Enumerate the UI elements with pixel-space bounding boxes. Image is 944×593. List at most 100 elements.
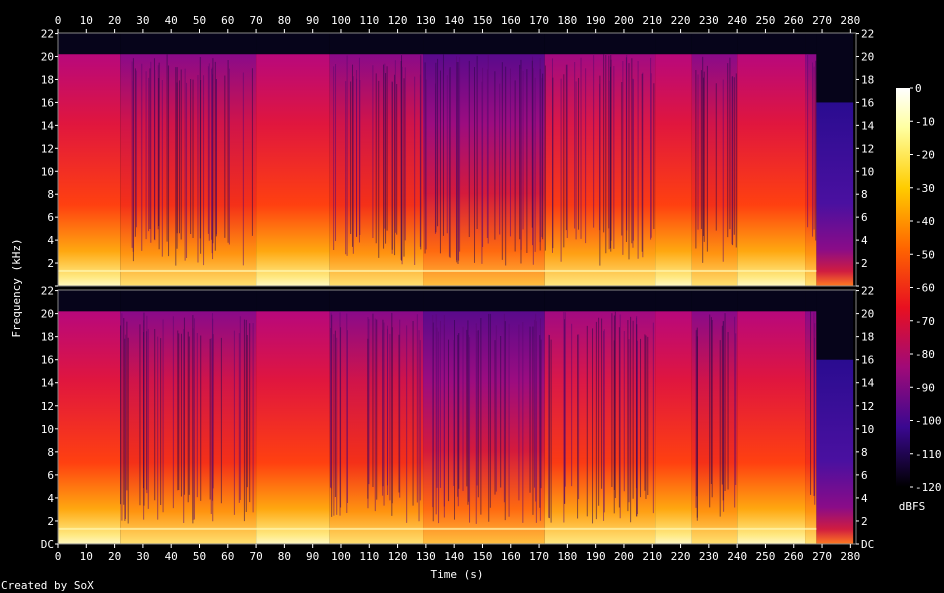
bass-line xyxy=(58,527,817,530)
y-tick-label-right: 16 xyxy=(861,354,874,367)
colorbar-tick-label: -40 xyxy=(915,215,935,228)
segment-rolloff xyxy=(655,290,692,312)
y-tick-label: 16 xyxy=(41,354,54,367)
x-tick-label: 80 xyxy=(278,550,291,563)
y-tick-label-right: 18 xyxy=(861,73,874,86)
segment-rolloff xyxy=(256,290,330,312)
segment-band xyxy=(655,311,692,544)
x-tick-label-top: 90 xyxy=(306,14,319,27)
y-tick-label: 6 xyxy=(47,469,54,482)
y-tick-label: 6 xyxy=(47,211,54,224)
y-tick-label-right: 14 xyxy=(861,377,875,390)
segment-rolloff xyxy=(805,33,817,55)
colorbar-tick-label: -120 xyxy=(915,481,942,494)
x-tick-label: 10 xyxy=(80,550,93,563)
x-tick-label: 170 xyxy=(529,550,549,563)
x-tick-label-top: 20 xyxy=(108,14,121,27)
segment-band xyxy=(423,311,545,544)
x-tick-label: 210 xyxy=(642,550,662,563)
y-tick-label-right: 12 xyxy=(861,400,874,413)
y-tick-label-right: 22 xyxy=(861,285,874,298)
x-tick-label: 120 xyxy=(388,550,408,563)
x-tick-label-top: 120 xyxy=(388,14,408,27)
segment-band xyxy=(120,54,257,286)
y-tick-label: 22 xyxy=(41,28,54,41)
segment-rolloff xyxy=(256,33,330,55)
y-tick-label-right: 14 xyxy=(861,119,875,132)
colorbar-tick-label: -10 xyxy=(915,115,935,128)
segment-rolloff xyxy=(423,290,545,312)
x-tick-label-top: 140 xyxy=(444,14,464,27)
x-tick-label-top: 180 xyxy=(557,14,577,27)
segment-band xyxy=(691,311,738,544)
colorbar-tick-label: -100 xyxy=(915,415,942,428)
segment-band xyxy=(544,311,656,544)
colorbar-tick-label: -110 xyxy=(915,448,942,461)
segment-rolloff xyxy=(329,290,424,312)
x-tick-label-top: 160 xyxy=(501,14,521,27)
segment-band xyxy=(58,311,121,544)
y-tick-label: 18 xyxy=(41,73,54,86)
colorbar-tick-label: -50 xyxy=(915,248,935,261)
y-tick-label: 16 xyxy=(41,96,54,109)
x-tick-label: 50 xyxy=(193,550,206,563)
segment-band xyxy=(655,54,692,286)
x-tick-label-top: 170 xyxy=(529,14,549,27)
x-tick-label: 230 xyxy=(699,550,719,563)
segment-rolloff xyxy=(737,290,806,312)
segment-band xyxy=(816,359,854,544)
y-tick-label: 4 xyxy=(47,492,54,505)
segment-band xyxy=(256,54,330,286)
y-tick-label: 22 xyxy=(41,285,54,298)
footer-credit: Created by SoX xyxy=(1,579,94,592)
x-tick-label-top: 10 xyxy=(80,14,93,27)
x-tick-label: 110 xyxy=(359,550,379,563)
y-tick-label-right: 8 xyxy=(861,446,868,459)
x-tick-label: 40 xyxy=(165,550,178,563)
segment-band xyxy=(737,311,806,544)
y-tick-label: 4 xyxy=(47,234,54,247)
segment-rolloff xyxy=(423,33,545,55)
x-tick-label: 260 xyxy=(784,550,804,563)
y-tick-label-right: 16 xyxy=(861,96,874,109)
x-tick-label-top: 100 xyxy=(331,14,351,27)
x-tick-label-top: 210 xyxy=(642,14,662,27)
x-tick-label: 190 xyxy=(586,550,606,563)
y-tick-label-right: 8 xyxy=(861,188,868,201)
y-tick-label-right: 10 xyxy=(861,423,874,436)
x-tick-label-top: 230 xyxy=(699,14,719,27)
colorbar-label: dBFS xyxy=(899,500,926,513)
x-tick-label: 140 xyxy=(444,550,464,563)
x-tick-label: 240 xyxy=(727,550,747,563)
channel-1-spectrogram xyxy=(58,33,856,286)
y-tick-label: 2 xyxy=(47,257,54,270)
x-tick-label: 220 xyxy=(671,550,691,563)
x-tick-label: 90 xyxy=(306,550,319,563)
colorbar: 0 -10 -20 -30 -40 -50 -60 -70 -80 -90 -100 -110 -120… xyxy=(896,82,942,513)
y-tick-label: 14 xyxy=(41,377,55,390)
colorbar-tick-label: -90 xyxy=(915,381,935,394)
segment-rolloff xyxy=(120,290,257,312)
y-tick-label-right: 12 xyxy=(861,142,874,155)
x-tick-label-top: 250 xyxy=(756,14,776,27)
y-tick-label: 18 xyxy=(41,331,54,344)
segment-band xyxy=(737,54,806,286)
x-tick-label-top: 190 xyxy=(586,14,606,27)
segment-rolloff xyxy=(655,33,692,55)
segment-rolloff xyxy=(120,33,257,55)
x-tick-label-top: 60 xyxy=(221,14,234,27)
x-tick-label-top: 130 xyxy=(416,14,436,27)
x-tick-label-top: 260 xyxy=(784,14,804,27)
x-tick-label-top: 0 xyxy=(55,14,62,27)
x-tick-label: 20 xyxy=(108,550,121,563)
y-tick-label-right: 6 xyxy=(861,211,868,224)
x-tick-label: 130 xyxy=(416,550,436,563)
y-tick-label: 2 xyxy=(47,515,54,528)
x-tick-label-top: 80 xyxy=(278,14,291,27)
segment-rolloff xyxy=(58,33,121,55)
colorbar-gradient xyxy=(896,88,910,487)
segment-rolloff xyxy=(691,290,738,312)
y-tick-label: 20 xyxy=(41,51,54,64)
segment-band xyxy=(805,54,817,286)
